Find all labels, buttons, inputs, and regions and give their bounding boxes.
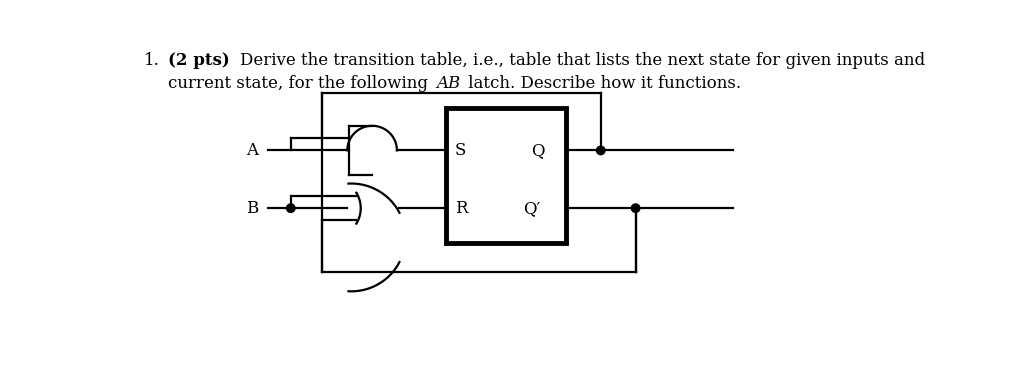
- Circle shape: [632, 204, 640, 212]
- Text: B: B: [246, 200, 258, 217]
- Text: Q′: Q′: [523, 200, 541, 217]
- Text: current state, for the following: current state, for the following: [168, 75, 433, 92]
- Text: S: S: [455, 142, 466, 159]
- Text: A: A: [246, 142, 258, 159]
- Text: latch. Describe how it functions.: latch. Describe how it functions.: [463, 75, 741, 92]
- Circle shape: [597, 146, 605, 155]
- Text: (2 pts): (2 pts): [168, 52, 230, 69]
- Text: Derive the transition table, i.e., table that lists the next state for given inp: Derive the transition table, i.e., table…: [241, 52, 926, 69]
- Text: AB: AB: [436, 75, 461, 92]
- Bar: [445, 108, 566, 243]
- Text: 1.: 1.: [143, 52, 160, 69]
- Circle shape: [287, 204, 295, 212]
- Text: R: R: [455, 200, 468, 217]
- Text: Q: Q: [531, 142, 545, 159]
